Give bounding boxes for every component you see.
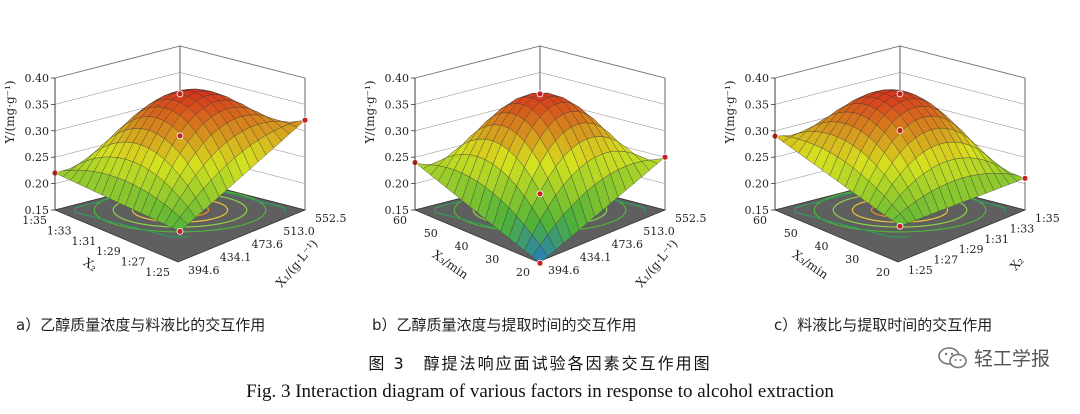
z-tick-label: 0.35 bbox=[385, 98, 410, 111]
left-axis-tick-label: 50 bbox=[424, 227, 438, 240]
z-tick-label: 0.15 bbox=[745, 204, 770, 217]
design-point bbox=[176, 227, 184, 235]
design-point bbox=[301, 116, 309, 124]
z-gridline bbox=[414, 45, 666, 79]
figure-caption-zh: 图 3 醇提法响应面试验各因素交互作用图 bbox=[368, 354, 712, 373]
z-tick-label: 0.35 bbox=[25, 98, 50, 111]
left-axis-tick-label: 1:27 bbox=[121, 256, 146, 269]
surface-chart-a: 0.400.350.300.250.200.15Y/(mg·g⁻¹)1:351:… bbox=[3, 45, 347, 290]
design-point bbox=[1021, 174, 1029, 182]
design-point bbox=[896, 90, 904, 98]
right-axis-tick-label: 513.0 bbox=[643, 225, 675, 238]
z-tick-label: 0.30 bbox=[745, 125, 770, 138]
left-axis-tick-label: 30 bbox=[485, 253, 499, 266]
right-axis-tick-label: 513.0 bbox=[283, 225, 315, 238]
design-point bbox=[176, 90, 184, 98]
figure-caption-en: Fig. 3 Interaction diagram of various fa… bbox=[246, 381, 834, 402]
subcaption-b: b）乙醇质量浓度与提取时间的交互作用 bbox=[372, 316, 637, 334]
right-axis-tick-label: 394.6 bbox=[548, 264, 580, 277]
left-axis-tick-label: 1:25 bbox=[145, 266, 170, 279]
z-gridline bbox=[414, 72, 666, 105]
subcaption-a: a）乙醇质量浓度与料液比的交互作用 bbox=[16, 316, 266, 334]
z-axis-label: Y/(mg·g⁻¹) bbox=[723, 80, 737, 144]
right-axis-tick-label: 1:31 bbox=[984, 233, 1009, 246]
right-axis-tick-label: 1:27 bbox=[933, 254, 958, 267]
left-axis-tick-label: 40 bbox=[455, 240, 469, 253]
watermark: 轻工学报 bbox=[938, 344, 1050, 371]
z-tick-label: 0.30 bbox=[25, 125, 50, 138]
right-axis-tick-label: 552.5 bbox=[675, 212, 707, 225]
z-tick-label: 0.40 bbox=[385, 72, 410, 85]
left-axis-tick-label: 40 bbox=[815, 240, 829, 253]
z-tick-label: 0.25 bbox=[745, 151, 770, 164]
z-tick-label: 0.15 bbox=[385, 204, 410, 217]
contour-line bbox=[832, 192, 968, 228]
contour-line bbox=[813, 187, 987, 233]
z-tick-label: 0.20 bbox=[385, 178, 410, 191]
z-tick-label: 0.15 bbox=[25, 204, 50, 217]
z-axis-label: Y/(mg·g⁻¹) bbox=[363, 80, 377, 144]
surface-chart-c: 0.40 0.35 0.30 0.25 0.20 0.15 Y/(mg·g⁻¹) 60 50 40… bbox=[723, 45, 1060, 282]
z-tick-label: 0.30 bbox=[385, 125, 410, 138]
left-axis-tick-label: 30 bbox=[845, 253, 859, 266]
chart-panel-a: 0.40 0.35 0.30 0.25 0.20 0.15 Y/(mg·g⁻¹) 1:35 1:… bbox=[0, 0, 360, 300]
right-axis-tick-label: 1:35 bbox=[1035, 212, 1060, 225]
right-axis-tick-label: 434.1 bbox=[580, 251, 612, 264]
z-gridline bbox=[774, 72, 1026, 105]
right-axis-label: X₂ bbox=[1007, 254, 1026, 273]
design-point bbox=[176, 132, 184, 140]
surface-chart-b: 0.40 0.35 0.30 0.25 0.20 0.15 Y/(mg·g⁻¹) 60 50 40… bbox=[363, 45, 707, 290]
chart-panel-c: 0.40 0.35 0.30 0.25 0.20 0.15 Y/(mg·g⁻¹) 60 50 40… bbox=[720, 0, 1080, 300]
z-axis-label: Y/(mg·g⁻¹) bbox=[3, 80, 17, 144]
design-point bbox=[536, 259, 544, 267]
design-point bbox=[536, 190, 544, 198]
z-tick-label: 0.25 bbox=[385, 151, 410, 164]
right-axis-tick-label: 552.5 bbox=[315, 212, 347, 225]
left-axis-tick-label: 20 bbox=[516, 266, 530, 279]
contour-line bbox=[794, 182, 1006, 238]
left-axis-tick-label: 50 bbox=[784, 227, 798, 240]
left-axis-tick-label: 1:35 bbox=[22, 214, 47, 227]
left-axis-tick-label: 1:33 bbox=[47, 224, 72, 237]
right-axis-tick-label: 473.6 bbox=[612, 238, 644, 251]
right-axis-tick-label: 473.6 bbox=[252, 238, 284, 251]
right-axis-tick-label: 1:25 bbox=[908, 264, 933, 277]
right-axis-tick-label: 434.1 bbox=[220, 251, 252, 264]
subcaption-c: c）料液比与提取时间的交互作用 bbox=[774, 316, 993, 334]
left-axis-tick-label: 1:29 bbox=[96, 245, 121, 258]
left-axis-tick-label: 60 bbox=[393, 214, 407, 227]
z-tick-label: 0.20 bbox=[25, 178, 50, 191]
z-tick-label: 0.40 bbox=[745, 72, 770, 85]
right-axis-tick-label: 1:29 bbox=[959, 243, 984, 256]
z-tick-label: 0.35 bbox=[745, 98, 770, 111]
design-point bbox=[896, 222, 904, 230]
watermark-text: 轻工学报 bbox=[973, 348, 1050, 370]
z-gridline bbox=[54, 72, 306, 105]
left-axis-tick-label: 60 bbox=[753, 214, 767, 227]
right-axis-tick-label: 394.6 bbox=[188, 264, 220, 277]
right-axis-tick-label: 1:33 bbox=[1010, 222, 1035, 235]
design-point bbox=[896, 127, 904, 134]
z-gridline bbox=[774, 45, 1026, 79]
design-point bbox=[661, 153, 669, 161]
wechat-icon bbox=[938, 346, 967, 368]
chart-panel-b: 0.40 0.35 0.30 0.25 0.20 0.15 Y/(mg·g⁻¹) 60 50 40… bbox=[360, 0, 720, 300]
left-axis-tick-label: 20 bbox=[876, 266, 890, 279]
z-gridline bbox=[54, 45, 306, 79]
left-axis-tick-label: 1:31 bbox=[71, 235, 96, 248]
z-tick-label: 0.40 bbox=[25, 72, 50, 85]
design-point bbox=[536, 90, 544, 98]
z-tick-label: 0.25 bbox=[25, 151, 50, 164]
z-tick-label: 0.20 bbox=[745, 178, 770, 191]
